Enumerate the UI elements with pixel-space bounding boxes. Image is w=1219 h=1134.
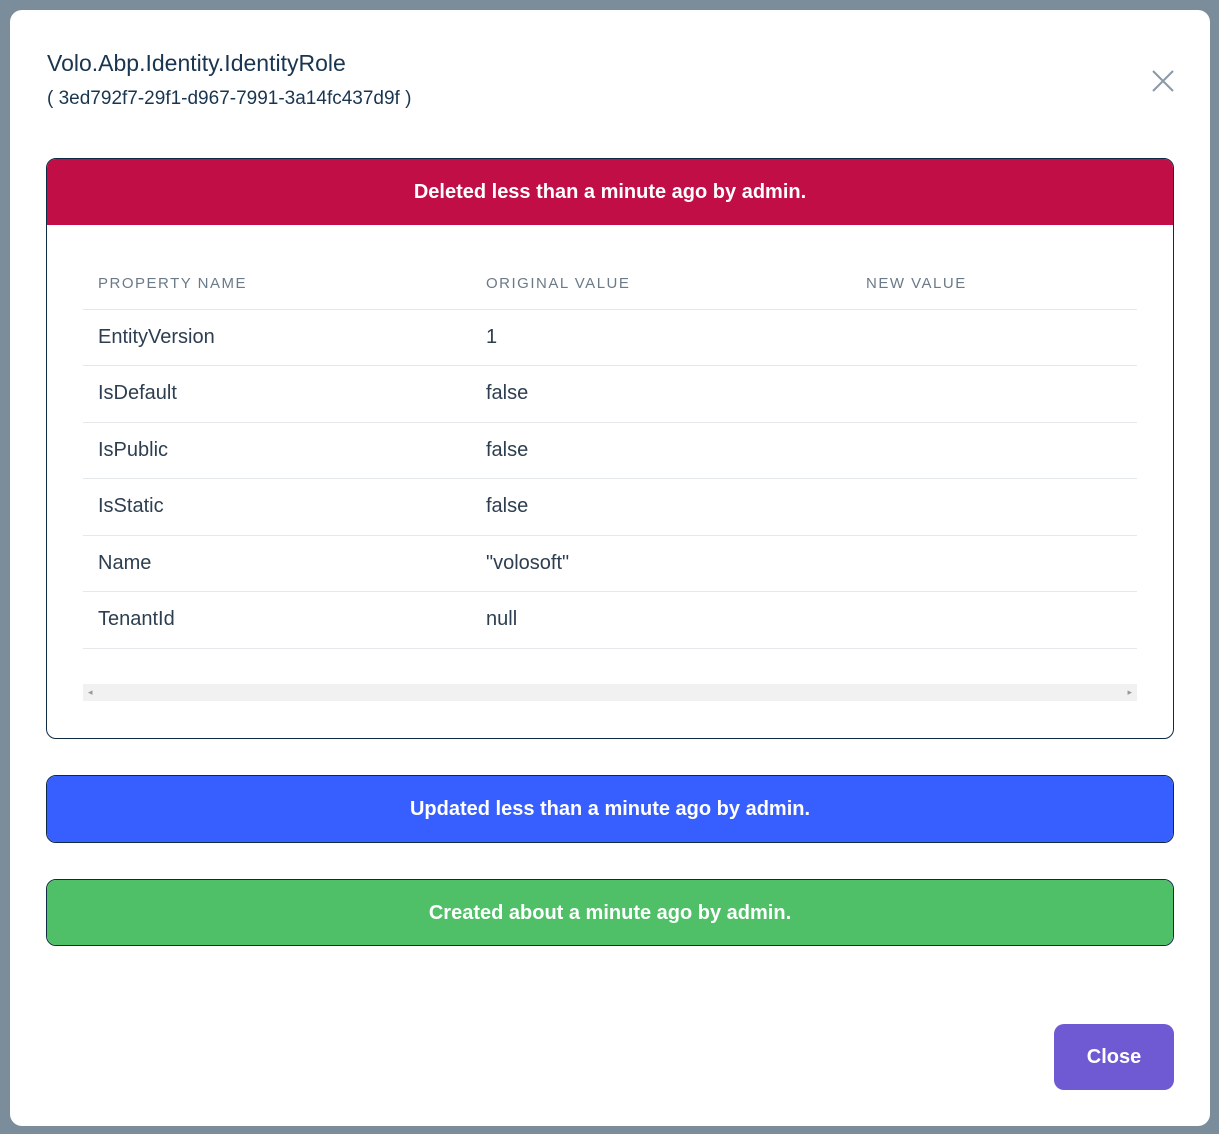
property-name: IsPublic — [83, 421, 471, 479]
new-value — [851, 308, 1137, 366]
deleted-change-header[interactable]: Deleted less than a minute ago by admin. — [47, 159, 1173, 225]
created-change-header[interactable]: Created about a minute ago by admin. — [47, 880, 1173, 945]
table-row: Name "volosoft" — [83, 534, 1137, 592]
property-name: IsStatic — [83, 478, 471, 535]
original-value: null — [471, 591, 851, 649]
new-value — [851, 534, 1137, 592]
property-name: Name — [83, 534, 471, 592]
new-value — [851, 478, 1137, 535]
horizontal-scrollbar[interactable]: ◂ ▸ — [83, 684, 1137, 701]
column-header: PROPERTY NAME — [98, 275, 247, 293]
property-name: TenantId — [83, 591, 471, 649]
table-row: IsPublic false — [83, 421, 1137, 479]
new-value — [851, 591, 1137, 649]
column-header: ORIGINAL VALUE — [486, 275, 631, 293]
entity-id: ( 3ed792f7-29f1-d967-7991-3a14fc437d9f ) — [47, 88, 412, 109]
close-icon[interactable] — [1150, 68, 1176, 94]
updated-change-header[interactable]: Updated less than a minute ago by admin. — [47, 776, 1173, 842]
original-value: false — [471, 478, 851, 535]
modal-title: Volo.Abp.Identity.IdentityRole — [47, 50, 346, 76]
original-value: false — [471, 421, 851, 479]
property-name: EntityVersion — [83, 308, 471, 366]
property-changes-table: PROPERTY NAME ORIGINAL VALUE NEW VALUE E… — [83, 259, 1137, 649]
table-row: TenantId null — [83, 591, 1137, 649]
table-row: IsStatic false — [83, 478, 1137, 535]
original-value: false — [471, 365, 851, 422]
property-name: IsDefault — [83, 365, 471, 422]
close-button[interactable]: Close — [1054, 1024, 1174, 1090]
created-change-card: Created about a minute ago by admin. — [46, 879, 1174, 946]
updated-change-card: Updated less than a minute ago by admin. — [46, 775, 1174, 843]
original-value: 1 — [471, 308, 851, 366]
column-header: NEW VALUE — [866, 275, 967, 293]
deleted-change-card: Deleted less than a minute ago by admin.… — [46, 158, 1174, 739]
new-value — [851, 365, 1137, 422]
new-value — [851, 421, 1137, 479]
table-row: EntityVersion 1 — [83, 308, 1137, 366]
original-value: "volosoft" — [471, 534, 851, 592]
entity-change-modal: Volo.Abp.Identity.IdentityRole ( 3ed792f… — [10, 10, 1210, 1126]
table-row: IsDefault false — [83, 365, 1137, 422]
